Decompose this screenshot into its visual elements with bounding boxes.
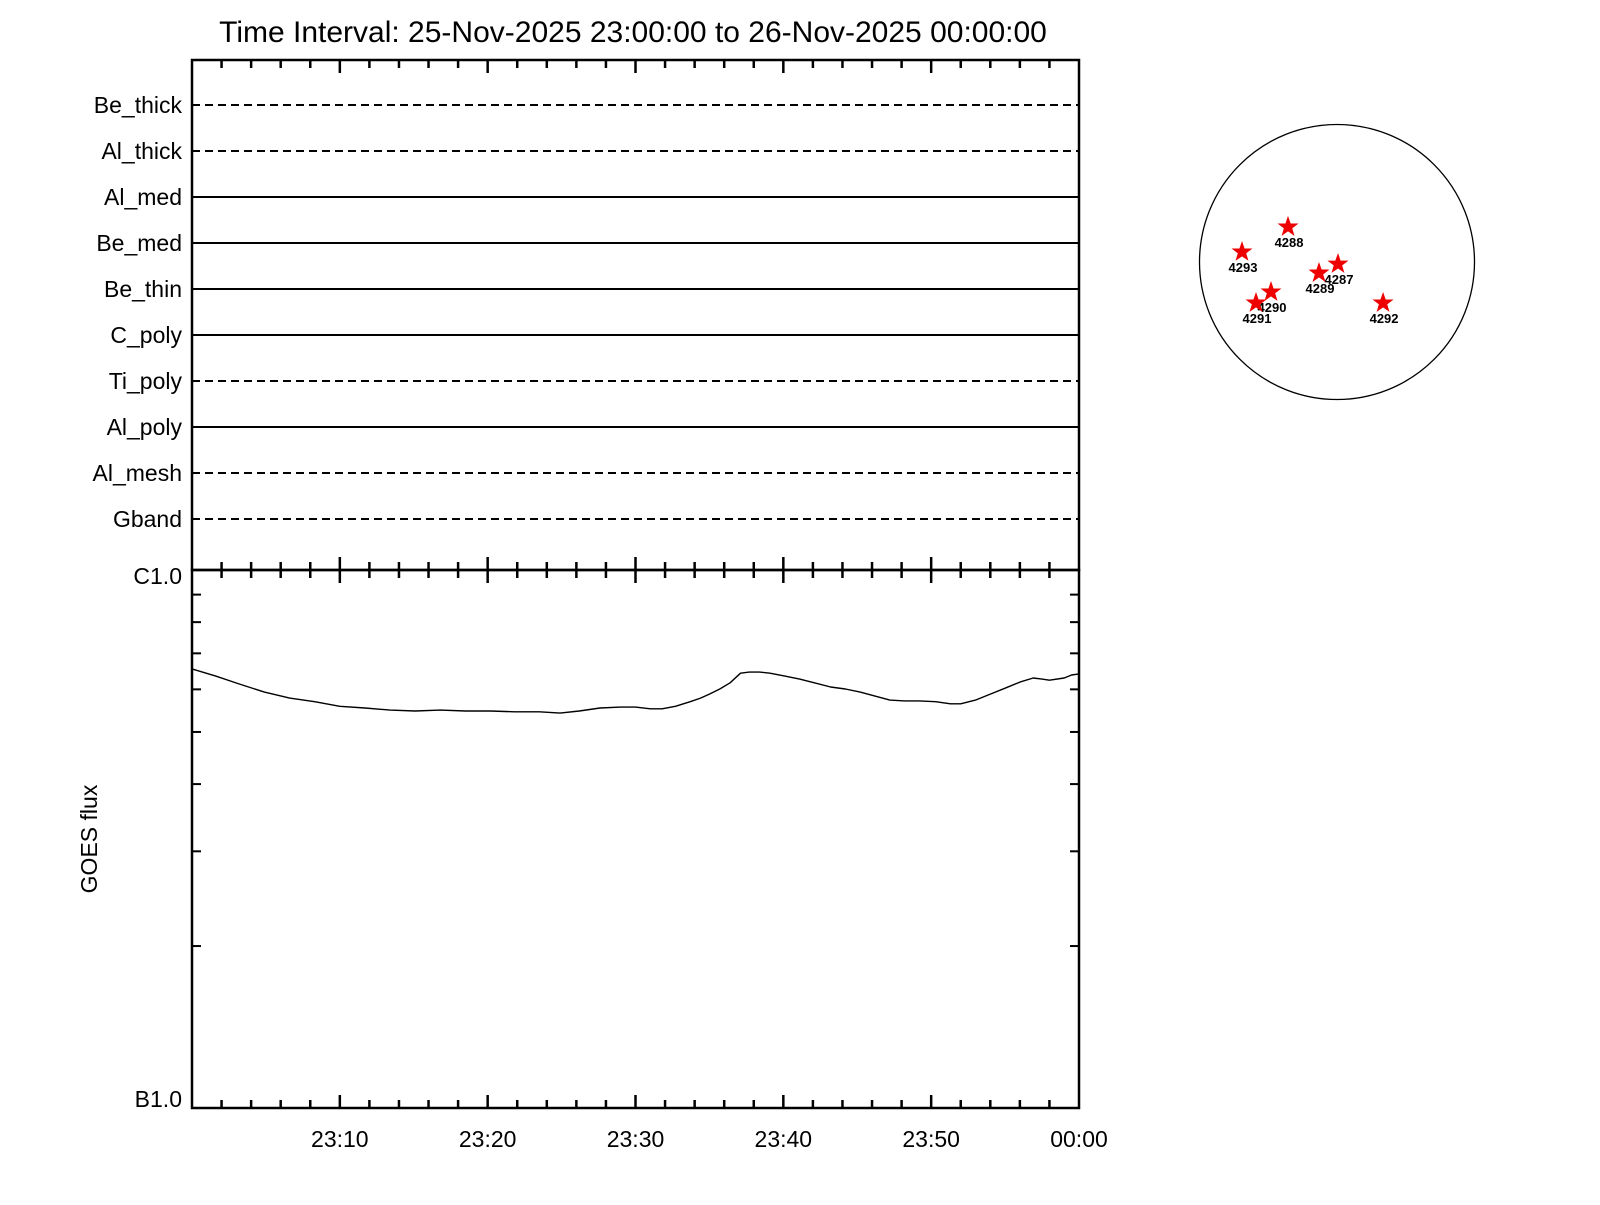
filter-panel-border	[190, 58, 1081, 572]
active-region-star-4288	[1277, 215, 1299, 236]
active-region-label-4289: 4289	[1306, 281, 1335, 296]
x-tick-label-2330: 23:30	[607, 1126, 665, 1152]
goes-x-tick-labels: 23:10 23:20 23:30 23:40 23:50 00:00	[311, 1126, 1108, 1152]
filter-label-Be_thick: Be_thick	[94, 92, 183, 118]
goes-panel: 23:10 23:20 23:30 23:40 23:50 00:00 C1.0 B1.0…	[76, 557, 1108, 1152]
figure-title: Time Interval: 25-Nov-2025 23:00:00 to 2…	[219, 16, 1047, 49]
solar-disk	[1198, 123, 1476, 401]
filter-lines	[192, 104, 1079, 520]
goes-x-ticks	[220, 557, 1051, 1108]
goes-y-ticks	[192, 593, 1079, 948]
active-region-star-4291	[1245, 291, 1267, 312]
x-tick-label-2310: 23:10	[311, 1126, 369, 1152]
filter-label-Be_med: Be_med	[96, 230, 182, 256]
filter-panel-ticks	[220, 60, 1051, 73]
goes-y-bottom-label: B1.0	[135, 1086, 182, 1112]
active-region-label-4292: 4292	[1370, 311, 1399, 326]
filter-label-Gband: Gband	[113, 506, 182, 532]
x-tick-label-2320: 23:20	[459, 1126, 517, 1152]
active-region-star-4293	[1231, 240, 1253, 261]
x-tick-label-2340: 23:40	[755, 1126, 813, 1152]
filter-label-C_poly: C_poly	[110, 322, 182, 348]
active-region-star-4290	[1260, 280, 1282, 301]
goes-panel-border	[190, 568, 1081, 1110]
active-region-label-4293: 4293	[1229, 260, 1258, 275]
filter-label-Al_poly: Al_poly	[107, 414, 183, 440]
goes-y-axis-title: GOES flux	[76, 784, 102, 893]
active-region-label-4288: 4288	[1275, 235, 1304, 250]
active-region-star-4287	[1327, 253, 1349, 273]
active-region-label-4291: 4291	[1243, 311, 1272, 326]
active-region-label-4290: 4290	[1258, 300, 1287, 315]
goes-flux-curve	[191, 668, 1080, 714]
filter-label-Al_thick: Al_thick	[101, 138, 182, 164]
goes-y-top-label: C1.0	[133, 563, 182, 589]
active-region-label-4287: 4287	[1325, 272, 1354, 287]
active-region-star-4289	[1308, 261, 1330, 282]
x-tick-label-2350: 23:50	[902, 1126, 960, 1152]
filter-label-Al_mesh: Al_mesh	[93, 460, 182, 486]
active-region-star-4292	[1372, 291, 1394, 312]
x-tick-label-0000: 00:00	[1050, 1126, 1108, 1152]
filter-label-Al_med: Al_med	[104, 184, 182, 210]
filter-label-Ti_poly: Ti_poly	[109, 368, 183, 394]
filter-panel: Be_thick Al_thick Al_med Be_med Be_thin C_pol…	[93, 58, 1081, 572]
filter-labels: Be_thick Al_thick Al_med Be_med Be_thin C_pol…	[93, 92, 183, 532]
filter-label-Be_thin: Be_thin	[104, 276, 182, 302]
